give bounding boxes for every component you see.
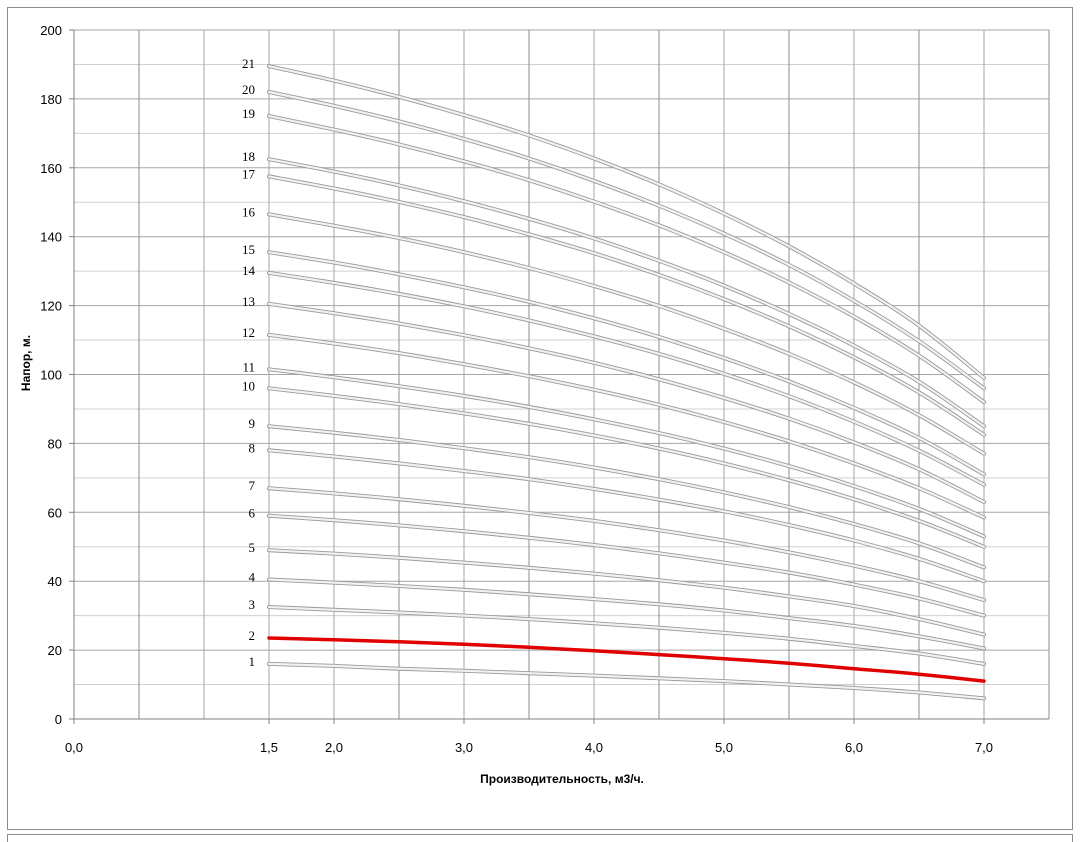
y-tick-label: 0	[55, 712, 62, 727]
y-axis-title: Напор, м.	[19, 335, 33, 391]
y-tick-label: 60	[48, 505, 62, 520]
y-tick-label: 160	[40, 161, 62, 176]
x-tick-label: 2,0	[325, 740, 343, 755]
x-tick-label: 7,0	[975, 740, 993, 755]
curve-8	[267, 449, 986, 583]
curve-label-1: 1	[249, 654, 256, 669]
curve-label-16: 16	[242, 204, 256, 219]
curves-layer	[267, 64, 986, 701]
y-tick-label: 140	[40, 230, 62, 245]
y-tick-label: 40	[48, 574, 62, 589]
curve-10	[267, 387, 986, 548]
x-tick-label: 4,0	[585, 740, 603, 755]
curve-9	[267, 425, 986, 569]
curve-14	[267, 271, 986, 486]
y-tick-label: 100	[40, 368, 62, 383]
curve-19	[267, 115, 986, 404]
curve-label-3: 3	[249, 597, 256, 612]
x-tick-label: 5,0	[715, 740, 733, 755]
y-tick-label: 80	[48, 436, 62, 451]
curve-label-5: 5	[249, 540, 256, 555]
y-tick-label: 20	[48, 643, 62, 658]
curve-20	[267, 90, 986, 390]
curve-4	[267, 578, 986, 650]
curve-18	[267, 158, 986, 428]
curve-label-10: 10	[242, 378, 255, 393]
curve-11	[267, 368, 986, 538]
curve-7	[267, 487, 986, 602]
curve-3	[267, 605, 986, 665]
axes-layer	[69, 29, 1049, 724]
bottom-border-strip	[7, 834, 1073, 842]
curve-5	[267, 549, 986, 636]
curve-label-20: 20	[242, 82, 255, 97]
curve-label-11: 11	[242, 359, 255, 374]
curve-label-4: 4	[249, 569, 256, 584]
y-tick-label: 120	[40, 299, 62, 314]
curve-12	[267, 333, 986, 519]
curve-label-19: 19	[242, 106, 255, 121]
chart-frame	[7, 7, 1073, 830]
grid-minor-layer	[74, 63, 1049, 686]
y-tick-label: 200	[40, 23, 62, 38]
curve-6	[267, 514, 986, 617]
curve-5-outline	[267, 548, 986, 637]
x-tick-label: 6,0	[845, 740, 863, 755]
curve-label-9: 9	[249, 416, 256, 431]
curve-label-12: 12	[242, 325, 255, 340]
curve-label-17: 17	[242, 166, 256, 181]
x-axis-title: Производительность, м3/ч.	[480, 772, 644, 786]
curve-16	[267, 213, 986, 455]
x-tick-label: 3,0	[455, 740, 473, 755]
curve-label-2: 2	[249, 628, 256, 643]
curve-label-6: 6	[249, 506, 256, 521]
curve-15	[267, 251, 986, 476]
curve-label-8: 8	[249, 440, 256, 455]
curve-label-7: 7	[249, 478, 256, 493]
y-tick-label: 180	[40, 92, 62, 107]
curve-18-outline	[267, 157, 986, 429]
x-tick-label: 0,0	[65, 740, 83, 755]
curve-1	[267, 662, 986, 700]
curve-13	[267, 302, 986, 504]
x-tick-label: 1,5	[260, 740, 278, 755]
curve-label-15: 15	[242, 242, 255, 257]
curve-21	[267, 65, 986, 379]
curve-label-21: 21	[242, 56, 255, 71]
curve-2	[267, 636, 986, 683]
curve-label-18: 18	[242, 149, 255, 164]
curve-17	[267, 175, 986, 436]
curve-label-14: 14	[242, 263, 256, 278]
curve-label-13: 13	[242, 294, 255, 309]
